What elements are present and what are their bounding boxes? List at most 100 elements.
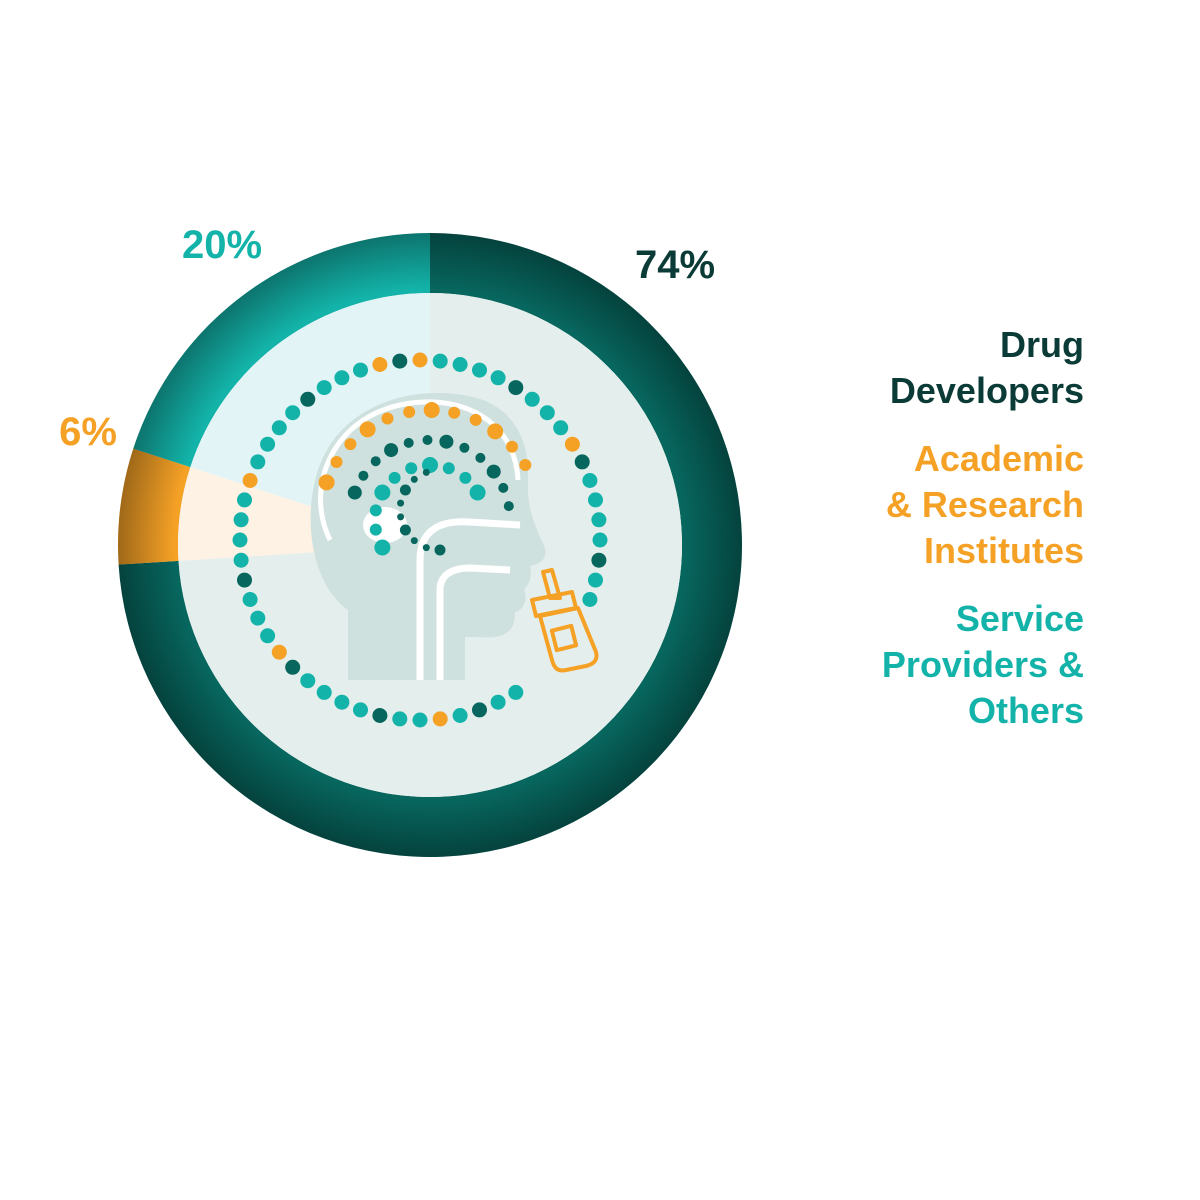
- head-dot: [318, 474, 335, 491]
- head-dot: [388, 471, 401, 484]
- ring-dot: [232, 532, 248, 548]
- ring-dot: [591, 512, 607, 528]
- head-dot: [459, 471, 472, 484]
- ring-dot: [490, 694, 506, 710]
- head-dot: [487, 423, 504, 440]
- ring-dot: [592, 532, 608, 548]
- head-dot: [374, 484, 391, 501]
- legend-label: Providers &: [881, 644, 1084, 685]
- head-dot: [475, 452, 486, 463]
- head-dot: [359, 421, 376, 438]
- head-dot: [439, 434, 454, 449]
- ring-dot: [582, 473, 598, 488]
- head-dot: [381, 412, 394, 425]
- ring-dot: [508, 380, 524, 396]
- legend-label: Others: [967, 690, 1084, 731]
- ring-dot: [588, 572, 603, 588]
- ring-dot: [452, 357, 468, 372]
- ring-dot: [353, 362, 368, 378]
- ring-dot: [574, 454, 590, 470]
- head-dot: [397, 513, 405, 521]
- head-dot: [410, 537, 418, 545]
- legend-label: Institutes: [923, 530, 1084, 571]
- ring-dot: [353, 702, 368, 718]
- head-dot: [397, 499, 405, 507]
- ring-dot: [392, 711, 408, 727]
- ring-dot: [300, 673, 316, 689]
- ring-dot: [490, 370, 506, 386]
- ring-dot: [300, 391, 316, 407]
- head-dot: [369, 504, 382, 517]
- ring-dot: [392, 353, 408, 369]
- head-dot: [370, 456, 381, 467]
- head-dot: [403, 437, 414, 448]
- head-dot: [423, 402, 440, 418]
- head-dot: [519, 459, 532, 471]
- head-dot: [503, 501, 514, 512]
- ring-dot: [316, 684, 332, 700]
- ring-dot: [242, 473, 258, 488]
- nasal-spray-icon: [530, 568, 599, 673]
- head-dot: [422, 435, 433, 445]
- legend-label: Academic: [913, 438, 1084, 479]
- ring-dot: [472, 362, 487, 378]
- ring-dot: [237, 492, 252, 508]
- percentage-labels: 74% 6% 20%: [59, 223, 715, 454]
- head-dot: [448, 406, 461, 419]
- ring-dot: [285, 405, 301, 421]
- ring-dot: [539, 405, 555, 421]
- ring-dot: [233, 552, 249, 568]
- ring-dot: [508, 684, 524, 700]
- ring-dot: [260, 628, 276, 644]
- ring-dot: [250, 610, 266, 626]
- head-dot: [369, 523, 382, 536]
- head-dot: [486, 464, 501, 479]
- ring-dot: [412, 712, 428, 728]
- ring-dot: [271, 420, 287, 436]
- ring-dot: [260, 436, 276, 452]
- ring-dot: [452, 708, 468, 723]
- ring-dot: [285, 659, 301, 675]
- head-dot: [358, 470, 369, 481]
- head-dot: [347, 485, 362, 500]
- ring-dot: [432, 353, 448, 369]
- ring-dot: [372, 357, 388, 372]
- ring-dot: [582, 592, 598, 607]
- legend-item: Service Providers & Others: [724, 596, 1084, 734]
- ring-dot: [524, 391, 540, 407]
- legend: Drug Developers Academic & Research Institut…: [724, 322, 1084, 756]
- head-dot: [405, 462, 418, 475]
- legend-item: Drug Developers: [724, 322, 1084, 414]
- legend-label: Drug: [1000, 324, 1084, 365]
- head-dot: [403, 406, 416, 418]
- legend-item: Academic & Research Institutes: [724, 436, 1084, 574]
- ring-dot: [250, 454, 266, 470]
- ring-dot: [334, 370, 350, 386]
- head-dot: [384, 443, 399, 458]
- head-dot: [469, 484, 486, 501]
- head-dots: [318, 402, 532, 556]
- ring-dot: [334, 694, 350, 710]
- ring-dot: [564, 436, 580, 452]
- percentage-label: 74%: [635, 243, 715, 287]
- legend-label: Service: [955, 598, 1084, 639]
- head-dot: [344, 438, 357, 451]
- percentage-label: 6%: [59, 410, 117, 454]
- legend-label: & Research: [885, 484, 1084, 525]
- head-dot: [506, 440, 518, 453]
- percentage-label: 20%: [182, 223, 262, 267]
- ring-dot: [233, 512, 249, 528]
- head-dot: [442, 462, 455, 475]
- ring-dot: [316, 380, 332, 396]
- head-dot: [399, 484, 411, 496]
- ring-dot: [242, 592, 258, 607]
- ring-dot: [372, 708, 388, 723]
- head-dot: [422, 468, 430, 476]
- head-dot: [330, 456, 343, 468]
- ring-dot: [472, 702, 487, 718]
- ring-dot: [591, 552, 607, 568]
- head-dot: [399, 524, 411, 536]
- ring-dot: [553, 420, 569, 436]
- head-dot: [498, 482, 509, 493]
